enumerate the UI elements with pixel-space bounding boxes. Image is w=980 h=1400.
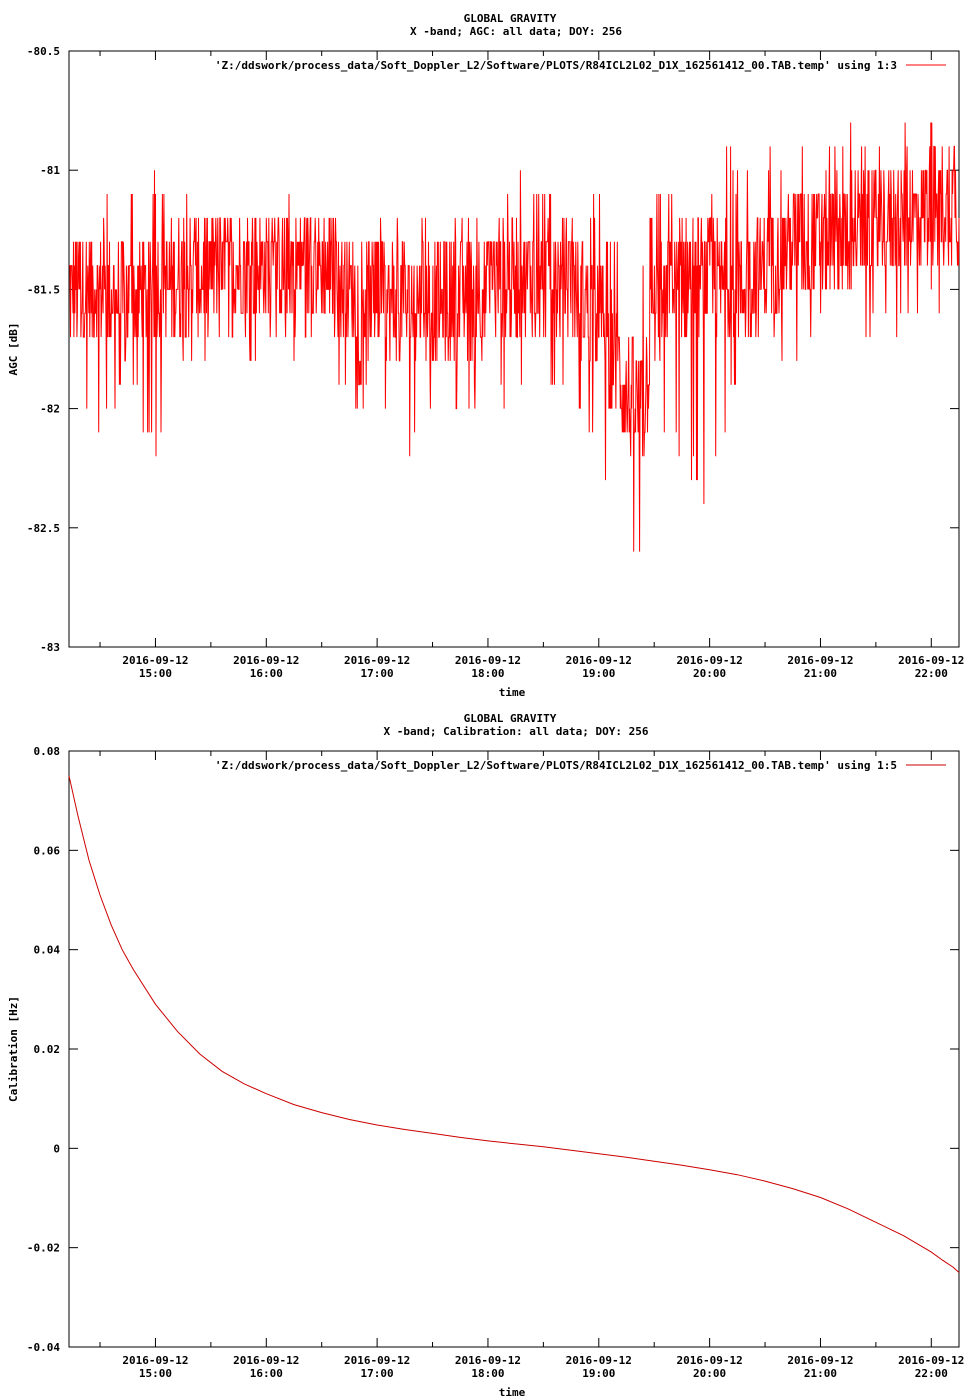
- x-axis-label: time: [499, 686, 526, 699]
- y-tick-label: -81: [40, 164, 60, 177]
- series-line: [69, 122, 960, 552]
- x-tick-time-label: 20:00: [693, 1367, 726, 1380]
- y-tick-label: -82: [40, 403, 60, 416]
- x-tick-time-label: 16:00: [250, 1367, 283, 1380]
- x-tick-date-label: 2016-09-12: [898, 654, 964, 667]
- x-tick-time-label: 15:00: [139, 1367, 172, 1380]
- x-tick-date-label: 2016-09-12: [455, 1354, 521, 1367]
- y-tick-label: -80.5: [27, 45, 60, 58]
- calibration-chart: GLOBAL GRAVITY X -band; Calibration: all…: [7, 712, 964, 1399]
- x-tick-time-label: 19:00: [582, 667, 615, 680]
- y-tick-label: -83: [40, 641, 60, 654]
- x-tick-date-label: 2016-09-12: [787, 1354, 853, 1367]
- chart-title: GLOBAL GRAVITY: [464, 12, 557, 25]
- legend-label: 'Z:/ddswork/process_data/Soft_Doppler_L2…: [215, 759, 897, 772]
- y-tick-label: -0.02: [27, 1242, 60, 1255]
- chart-title: GLOBAL GRAVITY: [464, 712, 557, 725]
- chart-subtitle: X -band; AGC: all data; DOY: 256: [410, 25, 622, 38]
- x-tick-time-label: 16:00: [250, 667, 283, 680]
- y-tick-label: -0.04: [27, 1341, 60, 1354]
- legend: 'Z:/ddswork/process_data/Soft_Doppler_L2…: [215, 759, 946, 772]
- x-tick-date-label: 2016-09-12: [677, 654, 743, 667]
- x-tick-time-label: 19:00: [582, 1367, 615, 1380]
- x-tick-date-label: 2016-09-12: [344, 654, 410, 667]
- x-tick-date-label: 2016-09-12: [566, 654, 632, 667]
- x-axis-label: time: [499, 1386, 526, 1399]
- legend: 'Z:/ddswork/process_data/Soft_Doppler_L2…: [215, 59, 946, 72]
- agc-chart: GLOBAL GRAVITY X -band; AGC: all data; D…: [7, 12, 964, 699]
- y-tick-label: 0: [53, 1142, 60, 1155]
- x-tick-date-label: 2016-09-12: [233, 1354, 299, 1367]
- y-tick-label: 0.04: [34, 944, 61, 957]
- x-tick-time-label: 17:00: [361, 667, 394, 680]
- x-tick-date-label: 2016-09-12: [787, 654, 853, 667]
- x-tick-date-label: 2016-09-12: [344, 1354, 410, 1367]
- x-tick-time-label: 17:00: [361, 1367, 394, 1380]
- x-tick-date-label: 2016-09-12: [455, 654, 521, 667]
- x-tick-date-label: 2016-09-12: [677, 1354, 743, 1367]
- y-axis-label: Calibration [Hz]: [7, 996, 20, 1102]
- y-tick-label: 0.08: [34, 745, 61, 758]
- series-line: [68, 775, 960, 1273]
- y-tick-label: -81.5: [27, 283, 60, 296]
- x-tick-time-label: 15:00: [139, 667, 172, 680]
- x-tick-date-label: 2016-09-12: [233, 654, 299, 667]
- y-axis-label: AGC [dB]: [7, 323, 20, 376]
- x-tick-time-label: 22:00: [915, 667, 948, 680]
- x-tick-date-label: 2016-09-12: [566, 1354, 632, 1367]
- y-tick-label: 0.02: [34, 1043, 61, 1056]
- x-tick-time-label: 18:00: [471, 1367, 504, 1380]
- x-tick-time-label: 20:00: [693, 667, 726, 680]
- x-tick-date-label: 2016-09-12: [122, 1354, 188, 1367]
- plot-frame: [68, 50, 960, 648]
- chart-subtitle: X -band; Calibration: all data; DOY: 256: [384, 725, 649, 738]
- x-tick-date-label: 2016-09-12: [898, 1354, 964, 1367]
- legend-label: 'Z:/ddswork/process_data/Soft_Doppler_L2…: [215, 59, 897, 72]
- plot-frame: [68, 750, 960, 1348]
- x-tick-date-label: 2016-09-12: [122, 654, 188, 667]
- y-tick-label: 0.06: [34, 844, 61, 857]
- x-tick-time-label: 21:00: [804, 1367, 837, 1380]
- x-tick-time-label: 22:00: [915, 1367, 948, 1380]
- y-tick-label: -82.5: [27, 522, 60, 535]
- x-tick-time-label: 21:00: [804, 667, 837, 680]
- x-tick-time-label: 18:00: [471, 667, 504, 680]
